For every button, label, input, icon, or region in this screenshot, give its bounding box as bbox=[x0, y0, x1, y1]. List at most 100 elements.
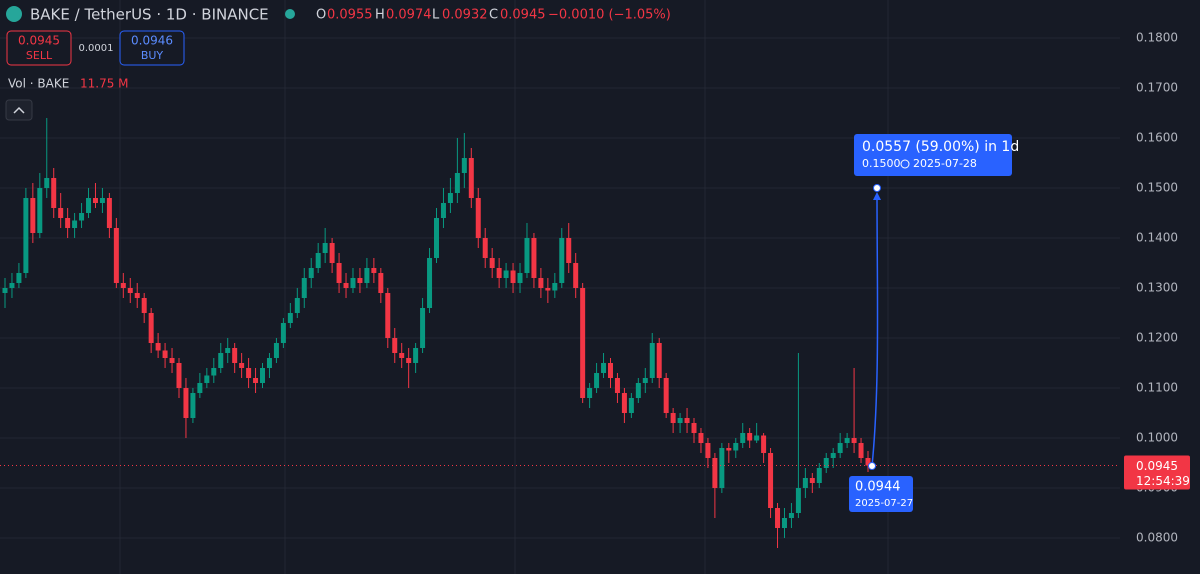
candle-body bbox=[788, 513, 794, 518]
candle-body bbox=[287, 313, 293, 323]
candle-body bbox=[329, 243, 335, 263]
candle-body bbox=[266, 358, 272, 368]
candle-body bbox=[420, 308, 426, 348]
candle-body bbox=[649, 343, 655, 378]
last-price-box bbox=[1124, 455, 1190, 490]
candle-body bbox=[795, 488, 801, 513]
collapse-icon[interactable] bbox=[13, 106, 25, 114]
ohlc-o-label: O bbox=[316, 8, 326, 23]
candle-body bbox=[837, 443, 843, 453]
candle-body bbox=[16, 273, 22, 283]
candle-body bbox=[65, 218, 71, 228]
candle-body bbox=[183, 388, 189, 418]
candle-body bbox=[531, 238, 537, 278]
projection-target-date: 2025-07-28 bbox=[913, 157, 977, 170]
sell-label[interactable]: SELL bbox=[26, 49, 53, 62]
candle-body bbox=[781, 518, 787, 528]
candle-body bbox=[141, 298, 147, 313]
y-tick-label: 0.1400 bbox=[1136, 231, 1178, 245]
y-tick-label: 0.1300 bbox=[1136, 281, 1178, 295]
candle-body bbox=[663, 378, 669, 413]
candle-body bbox=[364, 268, 370, 283]
candle-body bbox=[601, 363, 607, 373]
y-tick-label: 0.1500 bbox=[1136, 181, 1178, 195]
sell-price[interactable]: 0.0945 bbox=[18, 34, 60, 48]
y-tick-label: 0.0800 bbox=[1136, 531, 1178, 545]
candle-body bbox=[308, 268, 314, 278]
candle-body bbox=[858, 443, 864, 458]
candle-body bbox=[148, 313, 154, 343]
candle-body bbox=[538, 278, 544, 288]
collapse-button[interactable] bbox=[5, 99, 33, 121]
projection-origin-point bbox=[868, 462, 876, 470]
candle-body bbox=[106, 198, 112, 228]
candle-body bbox=[496, 268, 502, 278]
candle-body bbox=[594, 373, 600, 388]
ohlc-c-label: C bbox=[489, 8, 498, 23]
candle-body bbox=[72, 220, 78, 228]
clock-icon bbox=[900, 159, 910, 169]
buy-button[interactable] bbox=[119, 30, 185, 66]
candle-body bbox=[350, 278, 356, 288]
candle-body bbox=[552, 283, 558, 291]
candle-body bbox=[273, 343, 279, 358]
candle-body bbox=[775, 508, 781, 528]
candle-body bbox=[468, 158, 474, 198]
candle-body bbox=[99, 198, 105, 203]
candle-body bbox=[475, 198, 481, 238]
candle-body bbox=[120, 283, 126, 288]
candle-body bbox=[851, 438, 857, 443]
buy-price[interactable]: 0.0946 bbox=[131, 34, 173, 48]
candle-body bbox=[670, 413, 676, 423]
buy-label[interactable]: BUY bbox=[141, 49, 164, 62]
candle-body bbox=[503, 270, 509, 278]
ohlc-l: 0.0932 bbox=[442, 8, 488, 23]
candle-body bbox=[392, 338, 398, 353]
candle-body bbox=[58, 208, 64, 218]
candle-body bbox=[176, 363, 182, 388]
candle-body bbox=[30, 198, 36, 233]
change: −0.0010 (−1.05%) bbox=[548, 8, 671, 23]
projection-target-price: 0.1500 bbox=[862, 157, 901, 170]
candle-body bbox=[260, 368, 266, 383]
y-tick-label: 0.1700 bbox=[1136, 81, 1178, 95]
candle-body bbox=[162, 350, 168, 358]
sell-button[interactable] bbox=[6, 30, 72, 66]
candle-body bbox=[37, 188, 43, 233]
spread: 0.0001 bbox=[79, 43, 114, 54]
candle-body bbox=[740, 433, 746, 443]
candle-body bbox=[204, 375, 210, 383]
candle-body bbox=[406, 358, 412, 363]
candle-body bbox=[802, 478, 808, 488]
candle-body bbox=[2, 288, 8, 293]
candle-body bbox=[677, 418, 683, 423]
candle-body bbox=[642, 378, 648, 383]
candle-body bbox=[705, 443, 711, 458]
ohlc-l-label: L bbox=[432, 8, 440, 23]
candle-body bbox=[447, 193, 453, 203]
plot: 0.08000.09000.10000.11000.12000.13000.14… bbox=[0, 31, 1190, 548]
candle-body bbox=[434, 218, 439, 258]
candle-body bbox=[768, 453, 774, 508]
candle-body bbox=[399, 353, 405, 358]
projection-curve bbox=[871, 193, 879, 467]
candle-body bbox=[754, 435, 760, 441]
symbol: BAKE / TetherUS · 1D · BINANCE bbox=[30, 6, 269, 24]
market-status[interactable] bbox=[285, 9, 295, 19]
ohlc-c: 0.0945 bbox=[500, 8, 546, 23]
candle-body bbox=[517, 273, 523, 283]
candle-body bbox=[573, 263, 579, 288]
candle-body bbox=[197, 383, 203, 393]
candle-body bbox=[559, 238, 565, 283]
candle-body bbox=[86, 198, 92, 213]
countdown: 12:54:39 bbox=[1136, 474, 1190, 488]
candle-body bbox=[92, 198, 98, 203]
projection-target-point bbox=[873, 184, 881, 192]
projection-origin-price: 0.0944 bbox=[855, 480, 901, 495]
candle-body bbox=[719, 448, 725, 488]
candle-body bbox=[155, 343, 161, 351]
candle-body bbox=[865, 458, 871, 466]
vertical-grid bbox=[119, 0, 889, 574]
